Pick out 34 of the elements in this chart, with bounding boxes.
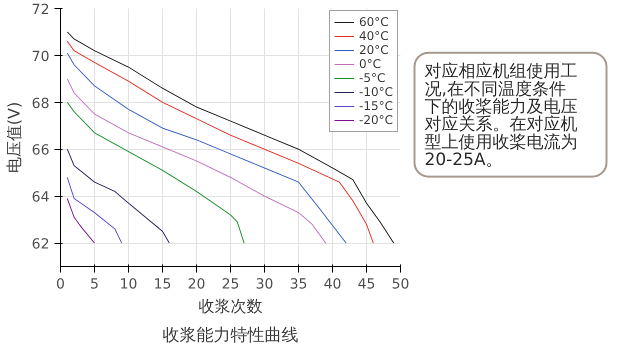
- x-tick-label: 50: [392, 276, 410, 292]
- legend-label: -5°C: [359, 71, 386, 85]
- x-tick-label: 5: [90, 276, 99, 292]
- y-axis-title: 电压值(V): [4, 102, 24, 174]
- x-tick-label: 30: [256, 276, 274, 292]
- x-axis-title: 收浆次数: [198, 296, 262, 316]
- line-series: [66, 176, 122, 244]
- line-series: [66, 198, 95, 244]
- x-tick-label: 45: [358, 276, 376, 292]
- x-tick-label: 20: [188, 276, 206, 292]
- text: 收浆能力特性曲线: [162, 326, 298, 346]
- line-series: [66, 148, 170, 244]
- legend-label: 20°C: [359, 43, 389, 57]
- y-tick-label: 62: [32, 236, 50, 253]
- x-tick-label: 25: [222, 276, 240, 292]
- legend-label: 40°C: [359, 29, 389, 43]
- line-series: [66, 78, 326, 244]
- text: 对应相应机组使用工况,在不同温度条件下的收桨能力及电压对应关系。在对应机型上使用收桨电流为20-25A。: [424, 62, 578, 170]
- legend-label: 0°C: [359, 57, 382, 71]
- legend-label: -20°C: [359, 113, 393, 127]
- y-tick-label: 64: [32, 190, 50, 206]
- legend-label: -15°C: [359, 99, 393, 113]
- y-tick-label: 66: [32, 142, 50, 159]
- x-tick-label: 15: [154, 276, 172, 292]
- y-tick-label: 72: [32, 2, 50, 18]
- y-tick-label: 68: [32, 96, 50, 112]
- y-tick-label: 70: [32, 48, 50, 65]
- legend-label: 60°C: [359, 15, 389, 29]
- x-tick-label: 40: [324, 276, 342, 292]
- x-tick-label: 0: [56, 276, 65, 292]
- x-tick-label: 10: [120, 276, 138, 292]
- line-series: [66, 102, 245, 244]
- x-tick-label: 35: [290, 276, 308, 292]
- legend-label: -10°C: [359, 85, 393, 99]
